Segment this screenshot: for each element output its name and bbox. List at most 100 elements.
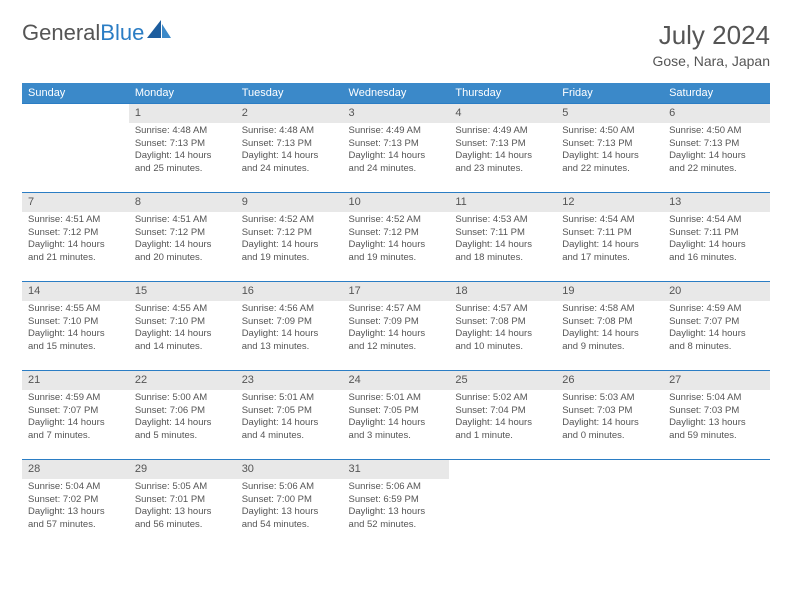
calendar-day: 5 Sunrise: 4:50 AMSunset: 7:13 PMDaylight… (556, 104, 663, 193)
day-header: Sunday (22, 83, 129, 104)
day-details: Sunrise: 4:50 AMSunset: 7:13 PMDaylight:… (556, 125, 663, 176)
day-details: Sunrise: 4:51 AMSunset: 7:12 PMDaylight:… (129, 214, 236, 265)
calendar-week: 1Sunrise: 4:48 AMSunset: 7:13 PMDaylight… (22, 104, 770, 193)
calendar-week: 28 Sunrise: 5:04 AMSunset: 7:02 PMDayligh… (22, 460, 770, 552)
day-details: Sunrise: 4:52 AMSunset: 7:12 PMDaylight:… (236, 214, 343, 265)
day-number: 10 (343, 193, 450, 212)
calendar-head: SundayMondayTuesdayWednesdayThursdayFrid… (22, 83, 770, 104)
title-block: July 2024 Gose, Nara, Japan (652, 20, 770, 69)
day-number: 1 (129, 104, 236, 123)
calendar-day: 4 Sunrise: 4:49 AMSunset: 7:13 PMDaylight… (449, 104, 556, 193)
day-number: 22 (129, 371, 236, 390)
day-details: Sunrise: 5:06 AMSunset: 6:59 PMDaylight:… (343, 481, 450, 532)
day-details: Sunrise: 4:57 AMSunset: 7:08 PMDaylight:… (449, 303, 556, 354)
day-number: 4 (449, 104, 556, 123)
calendar-day: 16 Sunrise: 4:56 AMSunset: 7:09 PMDayligh… (236, 282, 343, 371)
day-number: 15 (129, 282, 236, 301)
day-details: Sunrise: 4:54 AMSunset: 7:11 PMDaylight:… (663, 214, 770, 265)
calendar-day: 30 Sunrise: 5:06 AMSunset: 7:00 PMDayligh… (236, 460, 343, 552)
day-details: Sunrise: 5:05 AMSunset: 7:01 PMDaylight:… (129, 481, 236, 532)
day-number: 25 (449, 371, 556, 390)
logo: GeneralBlue (22, 20, 173, 46)
day-details: Sunrise: 4:59 AMSunset: 7:07 PMDaylight:… (22, 392, 129, 443)
day-number: 31 (343, 460, 450, 479)
day-details: Sunrise: 4:55 AMSunset: 7:10 PMDaylight:… (22, 303, 129, 354)
calendar-day: 29 Sunrise: 5:05 AMSunset: 7:01 PMDayligh… (129, 460, 236, 552)
page-header: GeneralBlue July 2024 Gose, Nara, Japan (22, 20, 770, 69)
day-number: 5 (556, 104, 663, 123)
calendar-day: 14 Sunrise: 4:55 AMSunset: 7:10 PMDayligh… (22, 282, 129, 371)
calendar-day: 18 Sunrise: 4:57 AMSunset: 7:08 PMDayligh… (449, 282, 556, 371)
calendar-day: 9Sunrise: 4:52 AMSunset: 7:12 PMDaylight… (236, 193, 343, 282)
day-header: Monday (129, 83, 236, 104)
logo-word2: Blue (100, 20, 144, 46)
day-details: Sunrise: 5:04 AMSunset: 7:02 PMDaylight:… (22, 481, 129, 532)
day-details: Sunrise: 5:01 AMSunset: 7:05 PMDaylight:… (343, 392, 450, 443)
calendar-day: 21Sunrise: 4:59 AMSunset: 7:07 PMDayligh… (22, 371, 129, 460)
day-number: 8 (129, 193, 236, 212)
day-details: Sunrise: 4:56 AMSunset: 7:09 PMDaylight:… (236, 303, 343, 354)
day-header-row: SundayMondayTuesdayWednesdayThursdayFrid… (22, 83, 770, 104)
day-number: 30 (236, 460, 343, 479)
day-details: Sunrise: 4:53 AMSunset: 7:11 PMDaylight:… (449, 214, 556, 265)
day-details: Sunrise: 4:49 AMSunset: 7:13 PMDaylight:… (449, 125, 556, 176)
calendar-day: 8 Sunrise: 4:51 AMSunset: 7:12 PMDaylight… (129, 193, 236, 282)
calendar-week: 14Sunrise: 4:55 AMSunset: 7:10 PMDayligh… (22, 282, 770, 371)
day-details: Sunrise: 5:02 AMSunset: 7:04 PMDaylight:… (449, 392, 556, 443)
calendar-day: 27 Sunrise: 5:04 AMSunset: 7:03 PMDayligh… (663, 371, 770, 460)
day-number: 13 (663, 193, 770, 212)
day-number: 29 (129, 460, 236, 479)
day-details: Sunrise: 4:51 AMSunset: 7:12 PMDaylight:… (22, 214, 129, 265)
day-number: 14 (22, 282, 129, 301)
calendar-day: 26Sunrise: 5:03 AMSunset: 7:03 PMDayligh… (556, 371, 663, 460)
calendar-week: 7Sunrise: 4:51 AMSunset: 7:12 PMDaylight… (22, 193, 770, 282)
calendar-day: 23Sunrise: 5:01 AMSunset: 7:05 PMDayligh… (236, 371, 343, 460)
month-title: July 2024 (652, 20, 770, 51)
day-details: Sunrise: 5:06 AMSunset: 7:00 PMDaylight:… (236, 481, 343, 532)
calendar-empty (22, 104, 129, 193)
day-details: Sunrise: 5:04 AMSunset: 7:03 PMDaylight:… (663, 392, 770, 443)
calendar-day: 17 Sunrise: 4:57 AMSunset: 7:09 PMDayligh… (343, 282, 450, 371)
calendar-empty (556, 460, 663, 552)
day-header: Thursday (449, 83, 556, 104)
day-details: Sunrise: 4:59 AMSunset: 7:07 PMDaylight:… (663, 303, 770, 354)
day-number: 18 (449, 282, 556, 301)
day-header: Tuesday (236, 83, 343, 104)
day-details: Sunrise: 5:01 AMSunset: 7:05 PMDaylight:… (236, 392, 343, 443)
day-number: 28 (22, 460, 129, 479)
day-details: Sunrise: 4:48 AMSunset: 7:13 PMDaylight:… (236, 125, 343, 176)
calendar-empty (663, 460, 770, 552)
location-text: Gose, Nara, Japan (652, 53, 770, 69)
day-number: 24 (343, 371, 450, 390)
calendar-day: 31 Sunrise: 5:06 AMSunset: 6:59 PMDayligh… (343, 460, 450, 552)
day-number: 11 (449, 193, 556, 212)
calendar-week: 21Sunrise: 4:59 AMSunset: 7:07 PMDayligh… (22, 371, 770, 460)
day-number: 17 (343, 282, 450, 301)
calendar-body: 1Sunrise: 4:48 AMSunset: 7:13 PMDaylight… (22, 104, 770, 552)
day-number: 12 (556, 193, 663, 212)
day-number: 27 (663, 371, 770, 390)
day-number: 7 (22, 193, 129, 212)
calendar-day: 11 Sunrise: 4:53 AMSunset: 7:11 PMDayligh… (449, 193, 556, 282)
day-details: Sunrise: 4:57 AMSunset: 7:09 PMDaylight:… (343, 303, 450, 354)
day-details: Sunrise: 4:54 AMSunset: 7:11 PMDaylight:… (556, 214, 663, 265)
calendar-table: SundayMondayTuesdayWednesdayThursdayFrid… (22, 83, 770, 552)
calendar-day: 19Sunrise: 4:58 AMSunset: 7:08 PMDayligh… (556, 282, 663, 371)
calendar-day: 6Sunrise: 4:50 AMSunset: 7:13 PMDaylight… (663, 104, 770, 193)
calendar-day: 24 Sunrise: 5:01 AMSunset: 7:05 PMDayligh… (343, 371, 450, 460)
day-number: 16 (236, 282, 343, 301)
day-number: 2 (236, 104, 343, 123)
day-details: Sunrise: 4:52 AMSunset: 7:12 PMDaylight:… (343, 214, 450, 265)
calendar-day: 2 Sunrise: 4:48 AMSunset: 7:13 PMDaylight… (236, 104, 343, 193)
day-number: 26 (556, 371, 663, 390)
day-number: 6 (663, 104, 770, 123)
day-header: Friday (556, 83, 663, 104)
calendar-day: 28 Sunrise: 5:04 AMSunset: 7:02 PMDayligh… (22, 460, 129, 552)
day-details: Sunrise: 4:55 AMSunset: 7:10 PMDaylight:… (129, 303, 236, 354)
logo-word1: General (22, 20, 100, 46)
logo-sail-icon (147, 20, 173, 46)
day-number: 3 (343, 104, 450, 123)
calendar-day: 3Sunrise: 4:49 AMSunset: 7:13 PMDaylight… (343, 104, 450, 193)
calendar-day: 15 Sunrise: 4:55 AMSunset: 7:10 PMDayligh… (129, 282, 236, 371)
calendar-day: 7 Sunrise: 4:51 AMSunset: 7:12 PMDaylight… (22, 193, 129, 282)
